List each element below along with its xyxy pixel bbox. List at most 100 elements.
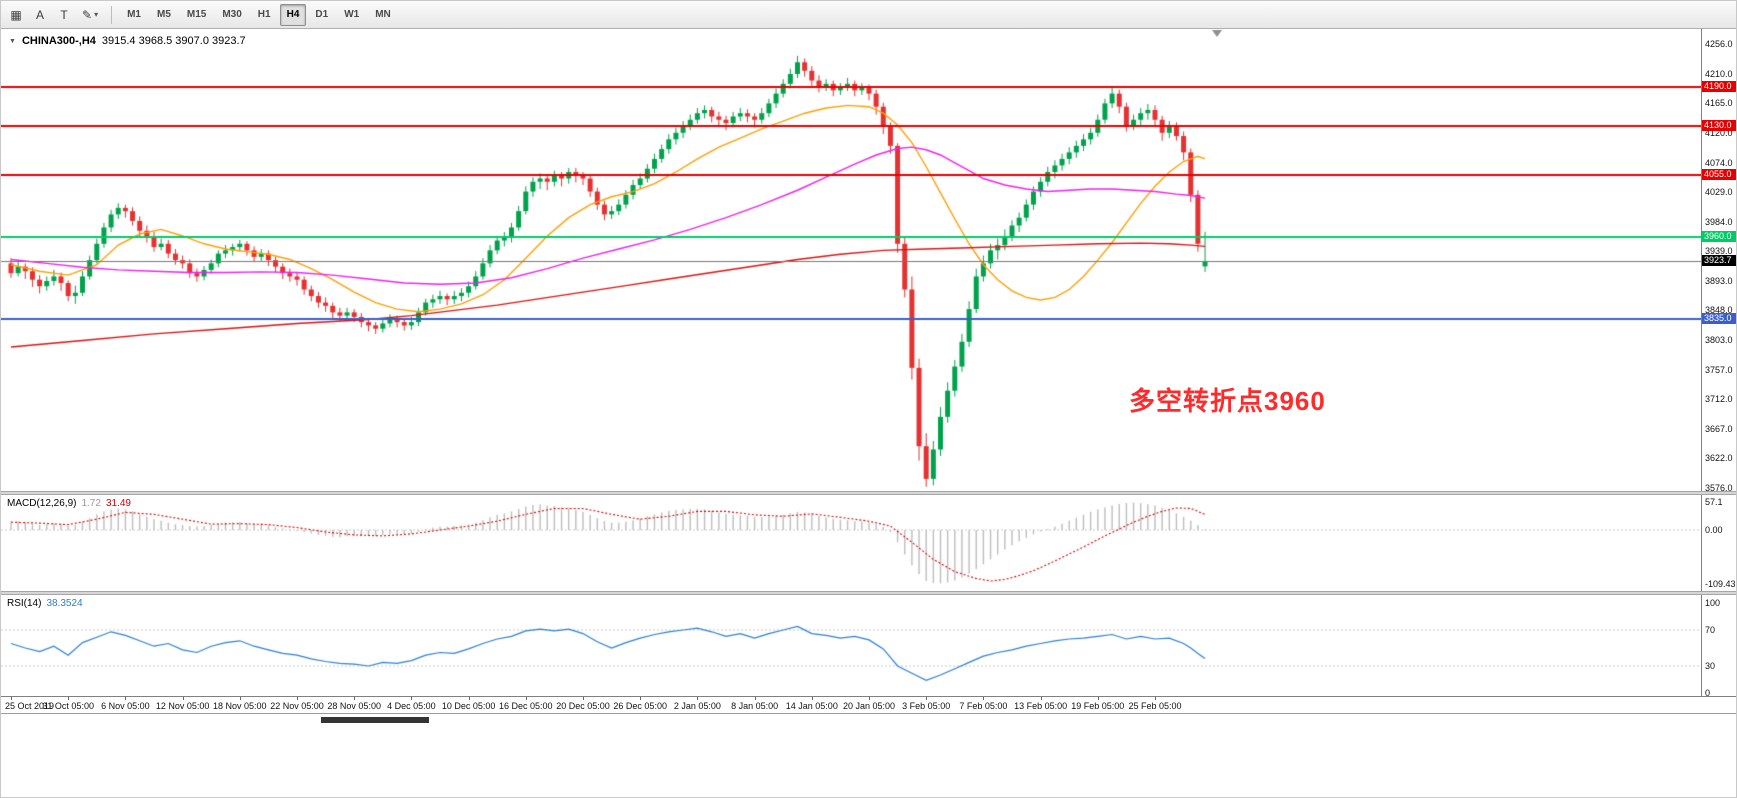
macd-chart-canvas[interactable] [1,495,1703,591]
timeframe-h1-button[interactable]: H1 [257,9,271,20]
time-axis-label: 18 Nov 05:00 [213,701,267,711]
price-axis-label: 3667.0 [1705,423,1733,434]
indicator-axis-label: 100 [1705,598,1721,608]
time-axis-label: 25 Feb 05:00 [1128,701,1182,711]
time-axis-label: 8 Jan 05:00 [731,701,779,711]
hline-price-tag: 4130.0 [1702,120,1736,132]
main-toolbar: ▦ A T ✎ ▾ M1 M5 M15 M30 H1 H4 D1 W1 MN [1,1,1736,29]
timeframe-d1-button[interactable]: D1 [315,9,329,20]
time-axis-tick [583,697,584,700]
panel-splitter[interactable] [1,591,1736,595]
indicator-axis-label: -109.43 [1705,578,1736,589]
text-label-tool-icon[interactable]: A [29,4,51,26]
time-axis-label: 13 Feb 05:00 [1014,701,1068,711]
time-axis-tick [1155,697,1156,700]
drawing-tool-icon[interactable]: ✎ ▾ [77,4,103,26]
chart-ohlc-values: 3915.4 3968.5 3907.0 3923.7 [101,35,246,47]
price-axis-label: 4074.0 [1705,157,1733,168]
time-axis-label: 2 Jan 05:00 [673,701,721,711]
macd-main-value: 1.72 [81,498,101,509]
timeframe-m1-button[interactable]: M1 [127,9,141,20]
chart-area: ▼ CHINA300-,H4 3915.4 3968.5 3907.0 3923… [1,29,1736,713]
time-axis-tick [640,697,642,700]
timeframe-m15-button[interactable]: M15 [186,9,207,20]
price-axis-label: 3893.0 [1705,276,1733,287]
timeframe-w1-button[interactable]: W1 [344,9,360,20]
indicator-axis-label: 30 [1705,661,1716,671]
timeframe-m30-button[interactable]: M30 [222,9,242,20]
chart-grid-icon-glyph: ▦ [10,7,22,22]
time-axis-label: 10 Dec 05:00 [441,701,496,711]
indicator-axis-label: 0 [1705,688,1711,696]
time-axis-tick [1097,697,1099,700]
time-axis-label: 20 Dec 05:00 [556,701,610,711]
time-axis-label: 26 Dec 05:00 [613,701,667,711]
price-axis-label: 3803.0 [1705,334,1733,345]
time-axis-label: 25 Oct 2019 [5,701,55,711]
time-axis-label: 28 Nov 05:00 [327,701,381,711]
rsi-chart-canvas[interactable] [1,595,1703,696]
macd-axis[interactable]: 57.1 0.00 -109.43 [1701,495,1736,591]
time-axis[interactable]: 25 Oct 2019 31 Oct 05:00 6 Nov 05:00 12 Nov… [1,696,1736,713]
one-click-trading-toggle[interactable]: ▼ [9,37,16,45]
price-axis-label: 4165.0 [1705,98,1733,109]
timeframe-mn-button[interactable]: MN [375,9,391,20]
panel-splitter[interactable] [1,491,1736,495]
macd-signal-value: 31.49 [105,498,131,509]
time-axis-label: 7 Feb 05:00 [959,701,1008,711]
time-axis-tick [926,697,928,700]
timeframe-button-group: M1 M5 M15 M30 H1 H4 D1 W1 MN [120,3,398,26]
time-axis-tick [182,697,184,700]
chart-symbol-period: CHINA300-,H4 [21,35,96,47]
indicator-axis-label: 0.00 [1705,525,1723,535]
time-axis-label: 19 Feb 05:00 [1071,701,1125,711]
rsi-value: 38.3524 [46,598,83,609]
time-axis-label: 6 Nov 05:00 [101,701,150,711]
price-axis-label: 3757.0 [1705,364,1733,375]
price-axis-label: 3939.0 [1705,245,1733,256]
bottom-area [1,713,1736,797]
indicator-axis-label: 70 [1705,625,1716,635]
time-axis-tick [525,697,527,700]
main-chart-canvas[interactable] [1,29,1703,491]
rsi-axis[interactable]: 100 70 30 0 [1701,595,1736,696]
timeframe-h4-button[interactable]: H4 [279,3,307,26]
time-axis-tick [68,697,70,700]
time-axis-tick [239,697,241,700]
rsi-indicator-label: RSI(14) 38.3524 [7,598,83,609]
hline-price-tag: 4190.0 [1702,81,1736,93]
time-axis-tick [125,697,127,700]
horizontal-scrollbar-thumb[interactable] [321,717,429,723]
time-axis-label: 3 Feb 05:00 [902,701,951,711]
time-axis-label: 4 Dec 05:00 [387,701,436,711]
indicator-axis-label: 57.1 [1705,497,1723,508]
time-axis-tick [1040,697,1042,700]
time-axis-tick [468,697,470,700]
hline-price-tag: 4055.0 [1702,169,1736,181]
time-axis-label: 12 Nov 05:00 [155,701,210,711]
time-axis-tick [354,697,356,700]
price-axis-label: 4029.0 [1705,187,1733,198]
rsi-panel: RSI(14) 38.3524 100 70 30 0 [1,595,1736,696]
chart-annotation-text[interactable]: 多空转折点3960 [1129,386,1326,416]
time-axis-label: 22 Nov 05:00 [270,701,324,711]
chart-grid-icon[interactable]: ▦ [5,4,27,26]
time-axis-tick [11,697,12,700]
time-axis-label: 20 Jan 05:00 [842,701,896,711]
current-price-tag: 3923.7 [1702,254,1736,266]
time-axis-label: 14 Jan 05:00 [785,701,838,711]
time-axis-label: 31 Oct 05:00 [42,701,94,711]
price-axis[interactable]: 4256.0 4210.0 4165.0 4120.0 4074.0 4029.0 3984… [1701,29,1736,491]
time-axis-label: 16 Dec 05:00 [499,701,553,711]
time-axis-tick [754,697,756,700]
price-axis-label: 3984.0 [1705,216,1733,227]
cursor-tool-icon[interactable]: T [53,4,75,26]
macd-panel: MACD(12,26,9) 1.72 31.49 57.1 0.00 -109.43 [1,495,1736,591]
macd-name: MACD(12,26,9) [7,498,77,509]
time-axis-tick [983,697,985,700]
chart-title: ▼ CHINA300-,H4 3915.4 3968.5 3907.0 3923… [9,35,246,47]
cursor-tool-icon-glyph: T [60,7,68,22]
timeframe-m5-button[interactable]: M5 [156,9,171,20]
time-axis-tick [411,697,413,700]
